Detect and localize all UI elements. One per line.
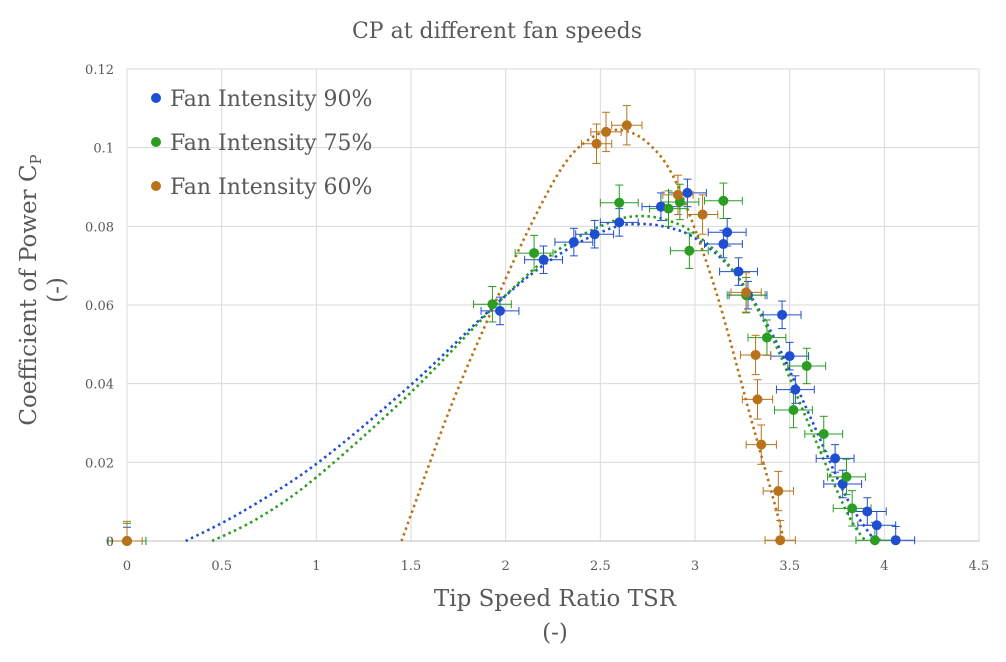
- y-axis-unit: (-): [44, 277, 70, 303]
- data-point: [801, 360, 812, 371]
- data-point: [777, 309, 788, 320]
- data-point: [655, 201, 666, 212]
- y-axis-title-main: Coefficient of Power C: [16, 164, 42, 425]
- legend-marker: [151, 93, 161, 103]
- data-point: [568, 237, 579, 248]
- data-point: [733, 266, 744, 277]
- x-axis-title: Tip Speed Ratio TSR: [434, 586, 677, 612]
- data-point: [591, 138, 602, 149]
- data-point: [614, 217, 625, 228]
- data-point: [790, 384, 801, 395]
- data-point: [871, 520, 882, 531]
- data-point: [756, 439, 767, 450]
- y-tick-label: 0.1: [93, 142, 114, 157]
- error-bars: [107, 105, 916, 545]
- gridlines: [127, 68, 980, 541]
- data-point: [788, 405, 799, 416]
- data-point: [122, 536, 132, 546]
- x-tick-labels: 0 0.5 1 1.5 2 2.5 3 3.5 4 4.5: [123, 559, 989, 574]
- data-point: [672, 189, 683, 200]
- x-tick-label: 3.5: [779, 559, 800, 574]
- y-tick-labels: 0 0.02 0.04 0.06 0.08 0.1 0.12: [85, 63, 114, 550]
- data-point: [487, 299, 498, 310]
- data-point: [722, 227, 733, 238]
- y-tick-label: 0.08: [85, 220, 114, 235]
- data-point: [761, 332, 772, 343]
- x-tick-label: 3: [691, 559, 699, 574]
- legend-label: Fan Intensity 90%: [170, 87, 372, 112]
- trendline: [211, 214, 867, 543]
- data-point: [847, 503, 858, 514]
- data-point: [775, 535, 786, 546]
- legend-marker: [151, 137, 161, 147]
- axes: [126, 69, 979, 542]
- data-point: [752, 394, 763, 405]
- data-point: [718, 239, 729, 250]
- data-point: [494, 305, 505, 316]
- data-point: [784, 351, 795, 362]
- legend-label: Fan Intensity 75%: [170, 131, 372, 156]
- data-point: [773, 486, 784, 497]
- data-point: [601, 126, 612, 137]
- data-point: [841, 471, 852, 482]
- x-tick-label: 2: [502, 559, 510, 574]
- data-point: [818, 429, 829, 440]
- legend: Fan Intensity 90% Fan Intensity 75% Fan In…: [151, 87, 372, 200]
- data-point: [614, 197, 625, 208]
- data-point: [890, 535, 901, 546]
- x-tick-label: 4.5: [969, 559, 990, 574]
- trendlines: [185, 128, 876, 543]
- legend-label: Fan Intensity 60%: [170, 175, 372, 200]
- data-points: [122, 120, 901, 546]
- y-tick-label: 0.06: [85, 299, 114, 314]
- data-point: [621, 120, 632, 131]
- data-point: [682, 187, 693, 198]
- data-point: [741, 287, 752, 298]
- data-point: [750, 349, 761, 360]
- y-axis-title-subscript: P: [27, 154, 45, 164]
- data-point: [684, 245, 695, 256]
- chart-title: CP at different fan speeds: [352, 19, 642, 44]
- trendline: [185, 222, 876, 543]
- x-tick-label: 1: [312, 559, 320, 574]
- x-tick-label: 4: [880, 559, 888, 574]
- y-tick-label: 0.12: [85, 63, 114, 78]
- y-tick-label: 0: [106, 535, 114, 550]
- x-tick-label: 0: [123, 559, 131, 574]
- data-point: [589, 229, 600, 240]
- data-point: [697, 209, 708, 220]
- data-point: [830, 453, 841, 464]
- x-tick-label: 2.5: [590, 559, 611, 574]
- data-point: [538, 254, 549, 265]
- y-tick-label: 0.02: [85, 456, 114, 471]
- y-axis-title: Coefficient of Power CP: [16, 154, 45, 425]
- data-point: [862, 506, 873, 517]
- x-tick-label: 1.5: [401, 559, 422, 574]
- trendline: [400, 128, 786, 542]
- data-point: [718, 195, 729, 206]
- data-point: [869, 535, 880, 546]
- y-tick-label: 0.04: [85, 378, 114, 393]
- legend-marker: [151, 181, 161, 191]
- x-tick-label: 0.5: [211, 559, 232, 574]
- data-point: [529, 248, 540, 259]
- x-axis-unit: (-): [542, 620, 568, 646]
- data-point: [663, 203, 674, 214]
